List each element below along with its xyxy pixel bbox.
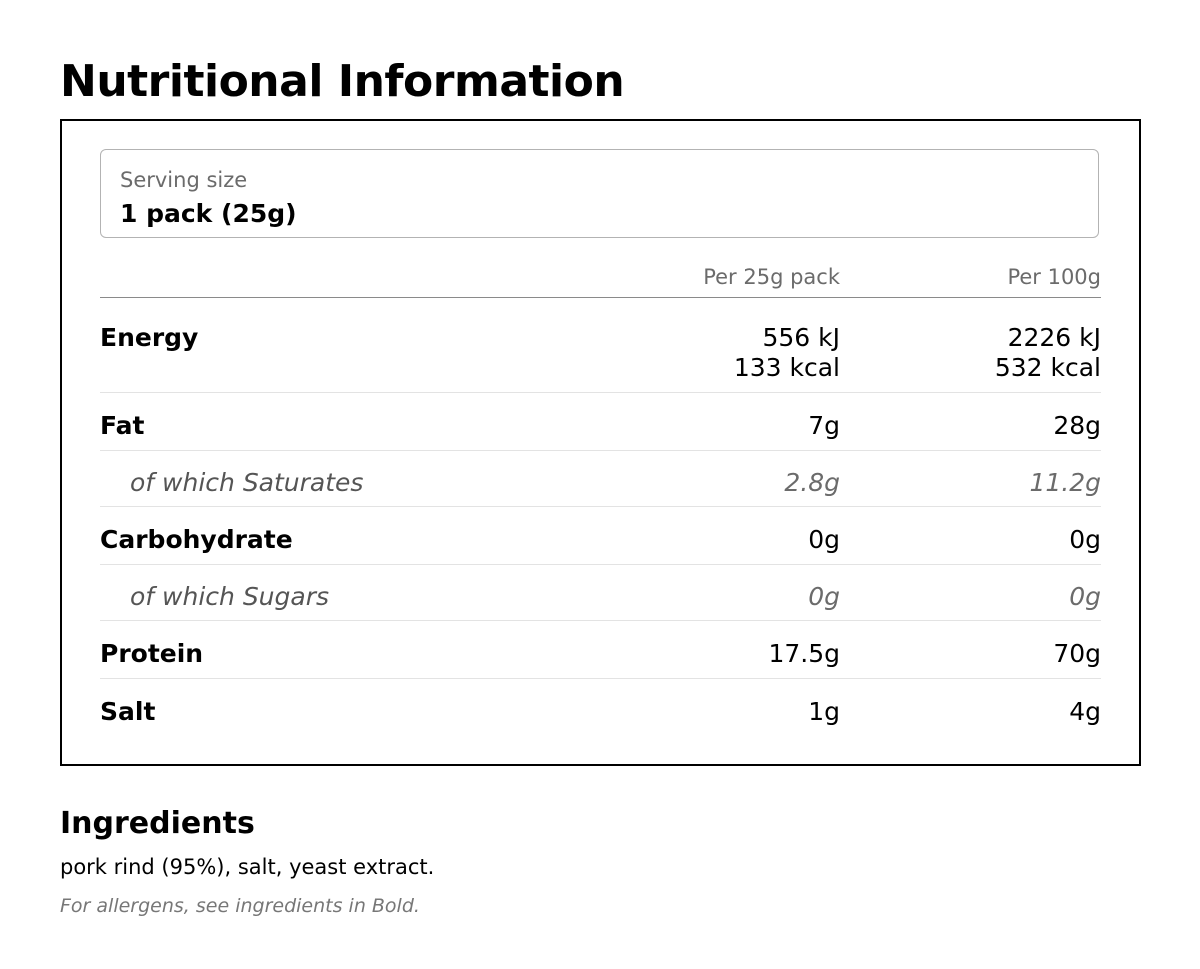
nutrient-name: Salt (100, 697, 156, 726)
nutrient-name: Energy (100, 323, 199, 352)
serving-size-label: Serving size (120, 168, 248, 192)
header-divider (100, 297, 1101, 298)
serving-size-value: 1 pack (25g) (120, 199, 297, 228)
sugars-per-pack: 0g (808, 582, 840, 611)
salt-per-pack: 1g (808, 697, 840, 726)
table-row-saturates: of which Saturates 2.8g 11.2g (100, 468, 1101, 507)
nutrient-name: of which Saturates (130, 468, 364, 497)
carbohydrate-per-pack: 0g (808, 525, 840, 554)
serving-size-box: Serving size 1 pack (25g) (100, 149, 1099, 238)
column-header-per-pack: Per 25g pack (703, 265, 840, 289)
protein-per-pack: 17.5g (768, 639, 840, 668)
nutrient-name: Carbohydrate (100, 525, 293, 554)
energy-kcal-per-pack: 133 kcal (733, 353, 840, 382)
protein-per-100g: 70g (1053, 639, 1101, 668)
carbohydrate-per-100g: 0g (1069, 525, 1101, 554)
saturates-per-pack: 2.8g (784, 468, 840, 497)
energy-kcal-per-100g: 532 kcal (994, 353, 1101, 382)
energy-kj-per-pack: 556 kJ (762, 323, 840, 352)
column-header-per-100g: Per 100g (1007, 265, 1101, 289)
table-row-protein: Protein 17.5g 70g (100, 639, 1101, 679)
table-row-fat: Fat 7g 28g (100, 411, 1101, 451)
nutrient-name: Fat (100, 411, 145, 440)
sugars-per-100g: 0g (1069, 582, 1101, 611)
ingredients-heading: Ingredients (60, 806, 255, 841)
energy-kj-per-100g: 2226 kJ (1007, 323, 1101, 352)
table-row-salt: Salt 1g 4g (100, 697, 1101, 736)
nutrient-name: of which Sugars (130, 582, 330, 611)
allergen-note: For allergens, see ingredients in Bold. (60, 895, 420, 917)
table-row-sugars: of which Sugars 0g 0g (100, 582, 1101, 621)
fat-per-100g: 28g (1053, 411, 1101, 440)
nutrient-name: Protein (100, 639, 204, 668)
salt-per-100g: 4g (1069, 697, 1101, 726)
saturates-per-100g: 11.2g (1029, 468, 1101, 497)
fat-per-pack: 7g (808, 411, 840, 440)
ingredients-list: pork rind (95%), salt, yeast extract. (60, 855, 435, 879)
table-row-energy: Energy 556 kJ 133 kcal 2226 kJ 532 kcal (100, 323, 1101, 393)
table-row-carbohydrate: Carbohydrate 0g 0g (100, 525, 1101, 565)
nutrition-table-panel: Serving size 1 pack (25g) Per 25g pack P… (60, 119, 1141, 766)
page-title: Nutritional Information (60, 56, 625, 107)
